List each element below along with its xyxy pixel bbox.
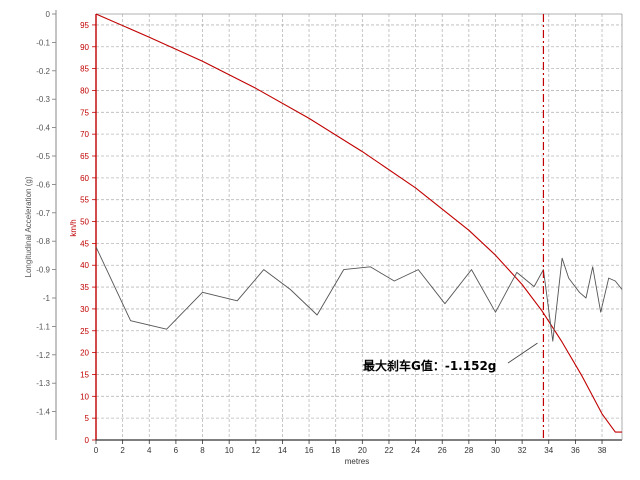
accel-tick-label: -1 — [43, 294, 51, 303]
accel-tick-label: -1.4 — [36, 408, 50, 417]
series — [95, 13, 623, 433]
max-brake-marker — [507, 14, 545, 440]
accel-tick-label: -0.6 — [36, 180, 50, 189]
speed-axis-title: km/h — [69, 219, 78, 236]
accel-tick-label: -0.1 — [36, 38, 50, 47]
x-tick-label: 22 — [385, 446, 394, 455]
x-tick-label: 4 — [147, 446, 152, 455]
speed-tick-label: 45 — [80, 239, 89, 248]
x-tick-label: 38 — [598, 446, 607, 455]
max-brake-annotation: 最大刹车G值：-1.152g — [363, 358, 496, 373]
x-tick-label: 2 — [120, 446, 125, 455]
speed-tick-label: 35 — [80, 283, 89, 292]
speed-tick-label: 70 — [80, 130, 89, 139]
x-tick-label: 32 — [518, 446, 527, 455]
x-tick-label: 6 — [174, 446, 179, 455]
x-tick-label: 36 — [571, 446, 580, 455]
x-tick-label: 14 — [278, 446, 287, 455]
speed-tick-label: 0 — [85, 436, 90, 445]
speed-tick-label: 65 — [80, 152, 89, 161]
x-tick-label: 34 — [544, 446, 553, 455]
x-tick-label: 10 — [225, 446, 234, 455]
x-tick-label: 0 — [94, 446, 99, 455]
accel-axis-title: Longitudinal Acceleration (g) — [24, 176, 33, 277]
x-tick-label: 30 — [491, 446, 500, 455]
accel-tick-label: -0.8 — [36, 237, 50, 246]
speed-tick-label: 80 — [80, 86, 89, 95]
accel-tick-label: 0 — [46, 10, 51, 19]
x-tick-label: 28 — [464, 446, 473, 455]
x-tick-label: 26 — [438, 446, 447, 455]
speed-tick-label: 30 — [80, 305, 89, 314]
accel-tick-label: -0.2 — [36, 67, 50, 76]
accel-tick-label: -0.7 — [36, 209, 50, 218]
accel-tick-label: -0.4 — [36, 124, 50, 133]
x-tick-label: 18 — [331, 446, 340, 455]
x-axis-ticks: 0 2 4 6 8 10 12 14 16 18 20 22 24 26 28 30 32 34 36 38 — [94, 440, 607, 455]
x-tick-label: 8 — [200, 446, 205, 455]
speed-tick-label: 90 — [80, 43, 89, 52]
accel-series-line — [95, 246, 623, 342]
accel-tick-label: -0.5 — [36, 152, 50, 161]
x-tick-label: 20 — [358, 446, 367, 455]
accel-tick-label: -1.3 — [36, 379, 50, 388]
speed-tick-label: 50 — [80, 218, 89, 227]
accel-tick-label: -0.3 — [36, 95, 50, 104]
speed-tick-label: 25 — [80, 327, 89, 336]
speed-tick-label: 95 — [80, 21, 89, 30]
x-axis-title: metres — [345, 457, 369, 466]
speed-tick-label: 85 — [80, 65, 89, 74]
speed-tick-label: 60 — [80, 174, 89, 183]
x-tick-label: 24 — [411, 446, 420, 455]
speed-tick-label: 20 — [80, 349, 89, 358]
speed-tick-label: 5 — [85, 414, 90, 423]
speed-tick-label: 55 — [80, 196, 89, 205]
accel-tick-label: -1.2 — [36, 351, 50, 360]
accel-axis-ticks: 0 -0.1 -0.2 -0.3 -0.4 -0.5 -0.6 -0.7 -0.8 -0.9 -1 -… — [36, 10, 56, 417]
accel-tick-label: -0.9 — [36, 266, 50, 275]
x-tick-label: 16 — [305, 446, 314, 455]
accel-tick-label: -1.1 — [36, 322, 50, 331]
speed-tick-label: 75 — [80, 108, 89, 117]
speed-tick-label: 15 — [80, 370, 89, 379]
speed-tick-label: 10 — [80, 392, 89, 401]
annotation-leader-line — [507, 342, 538, 364]
speed-series-line — [95, 13, 622, 433]
axes — [55, 10, 623, 441]
x-tick-label: 12 — [251, 446, 260, 455]
speed-axis-ticks: 0 5 10 15 20 25 30 35 40 45 50 55 60 65 70 75 80 85 90 95 — [80, 21, 96, 445]
speed-tick-label: 40 — [80, 261, 89, 270]
